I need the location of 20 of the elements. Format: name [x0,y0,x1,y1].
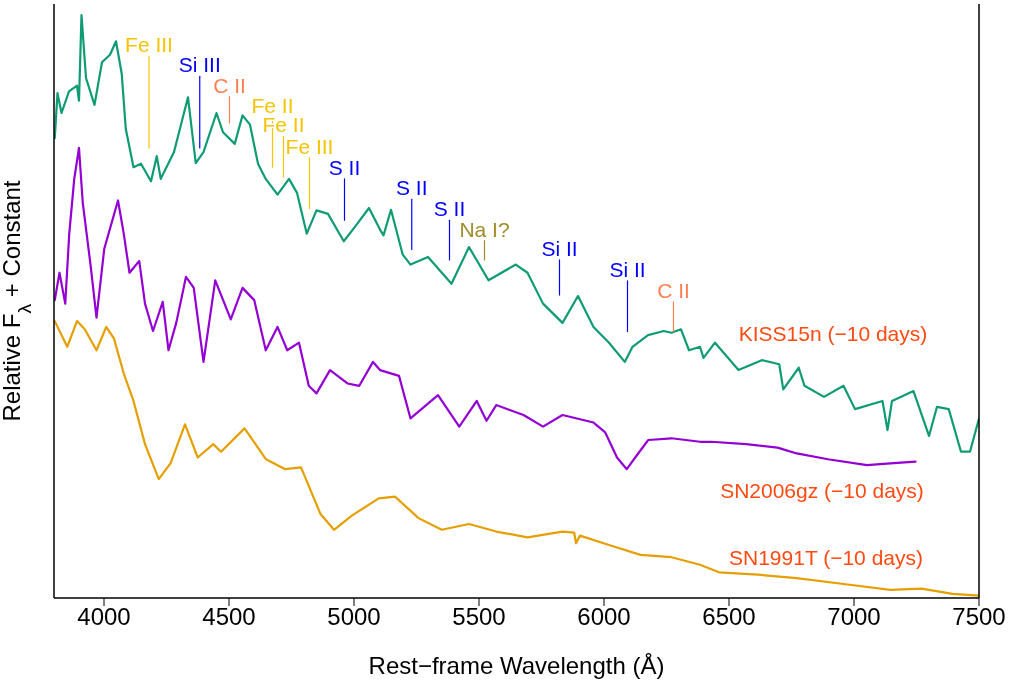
series-label: Si II [541,236,578,260]
series-label: S II [395,176,428,200]
series-label: Si II [609,257,646,281]
series-label: Fe II [251,94,294,118]
x-tick-label: 4500 [202,603,256,631]
x-tick-label: 7000 [827,603,881,631]
x-tick-label: 5000 [327,603,381,631]
series-label: KISS15n (−10 days) [738,321,928,345]
x-tick-label: 7500 [952,603,1006,631]
series-label: C II [657,278,690,302]
x-tick-label: 4000 [77,603,131,631]
series-label: SN1991T (−10 days) [729,545,923,569]
series-label: Fe III [285,134,334,158]
series-label: SN2006gz (−10 days) [720,478,924,502]
series-label: S II [328,155,361,179]
x-axis-title: Rest−frame Wavelength (Å) [368,652,665,679]
x-tick-label: 6000 [577,603,631,631]
x-tick-label: 5500 [452,603,506,631]
series-label: Fe III [125,33,173,57]
x-tick-label: 6500 [702,603,756,631]
